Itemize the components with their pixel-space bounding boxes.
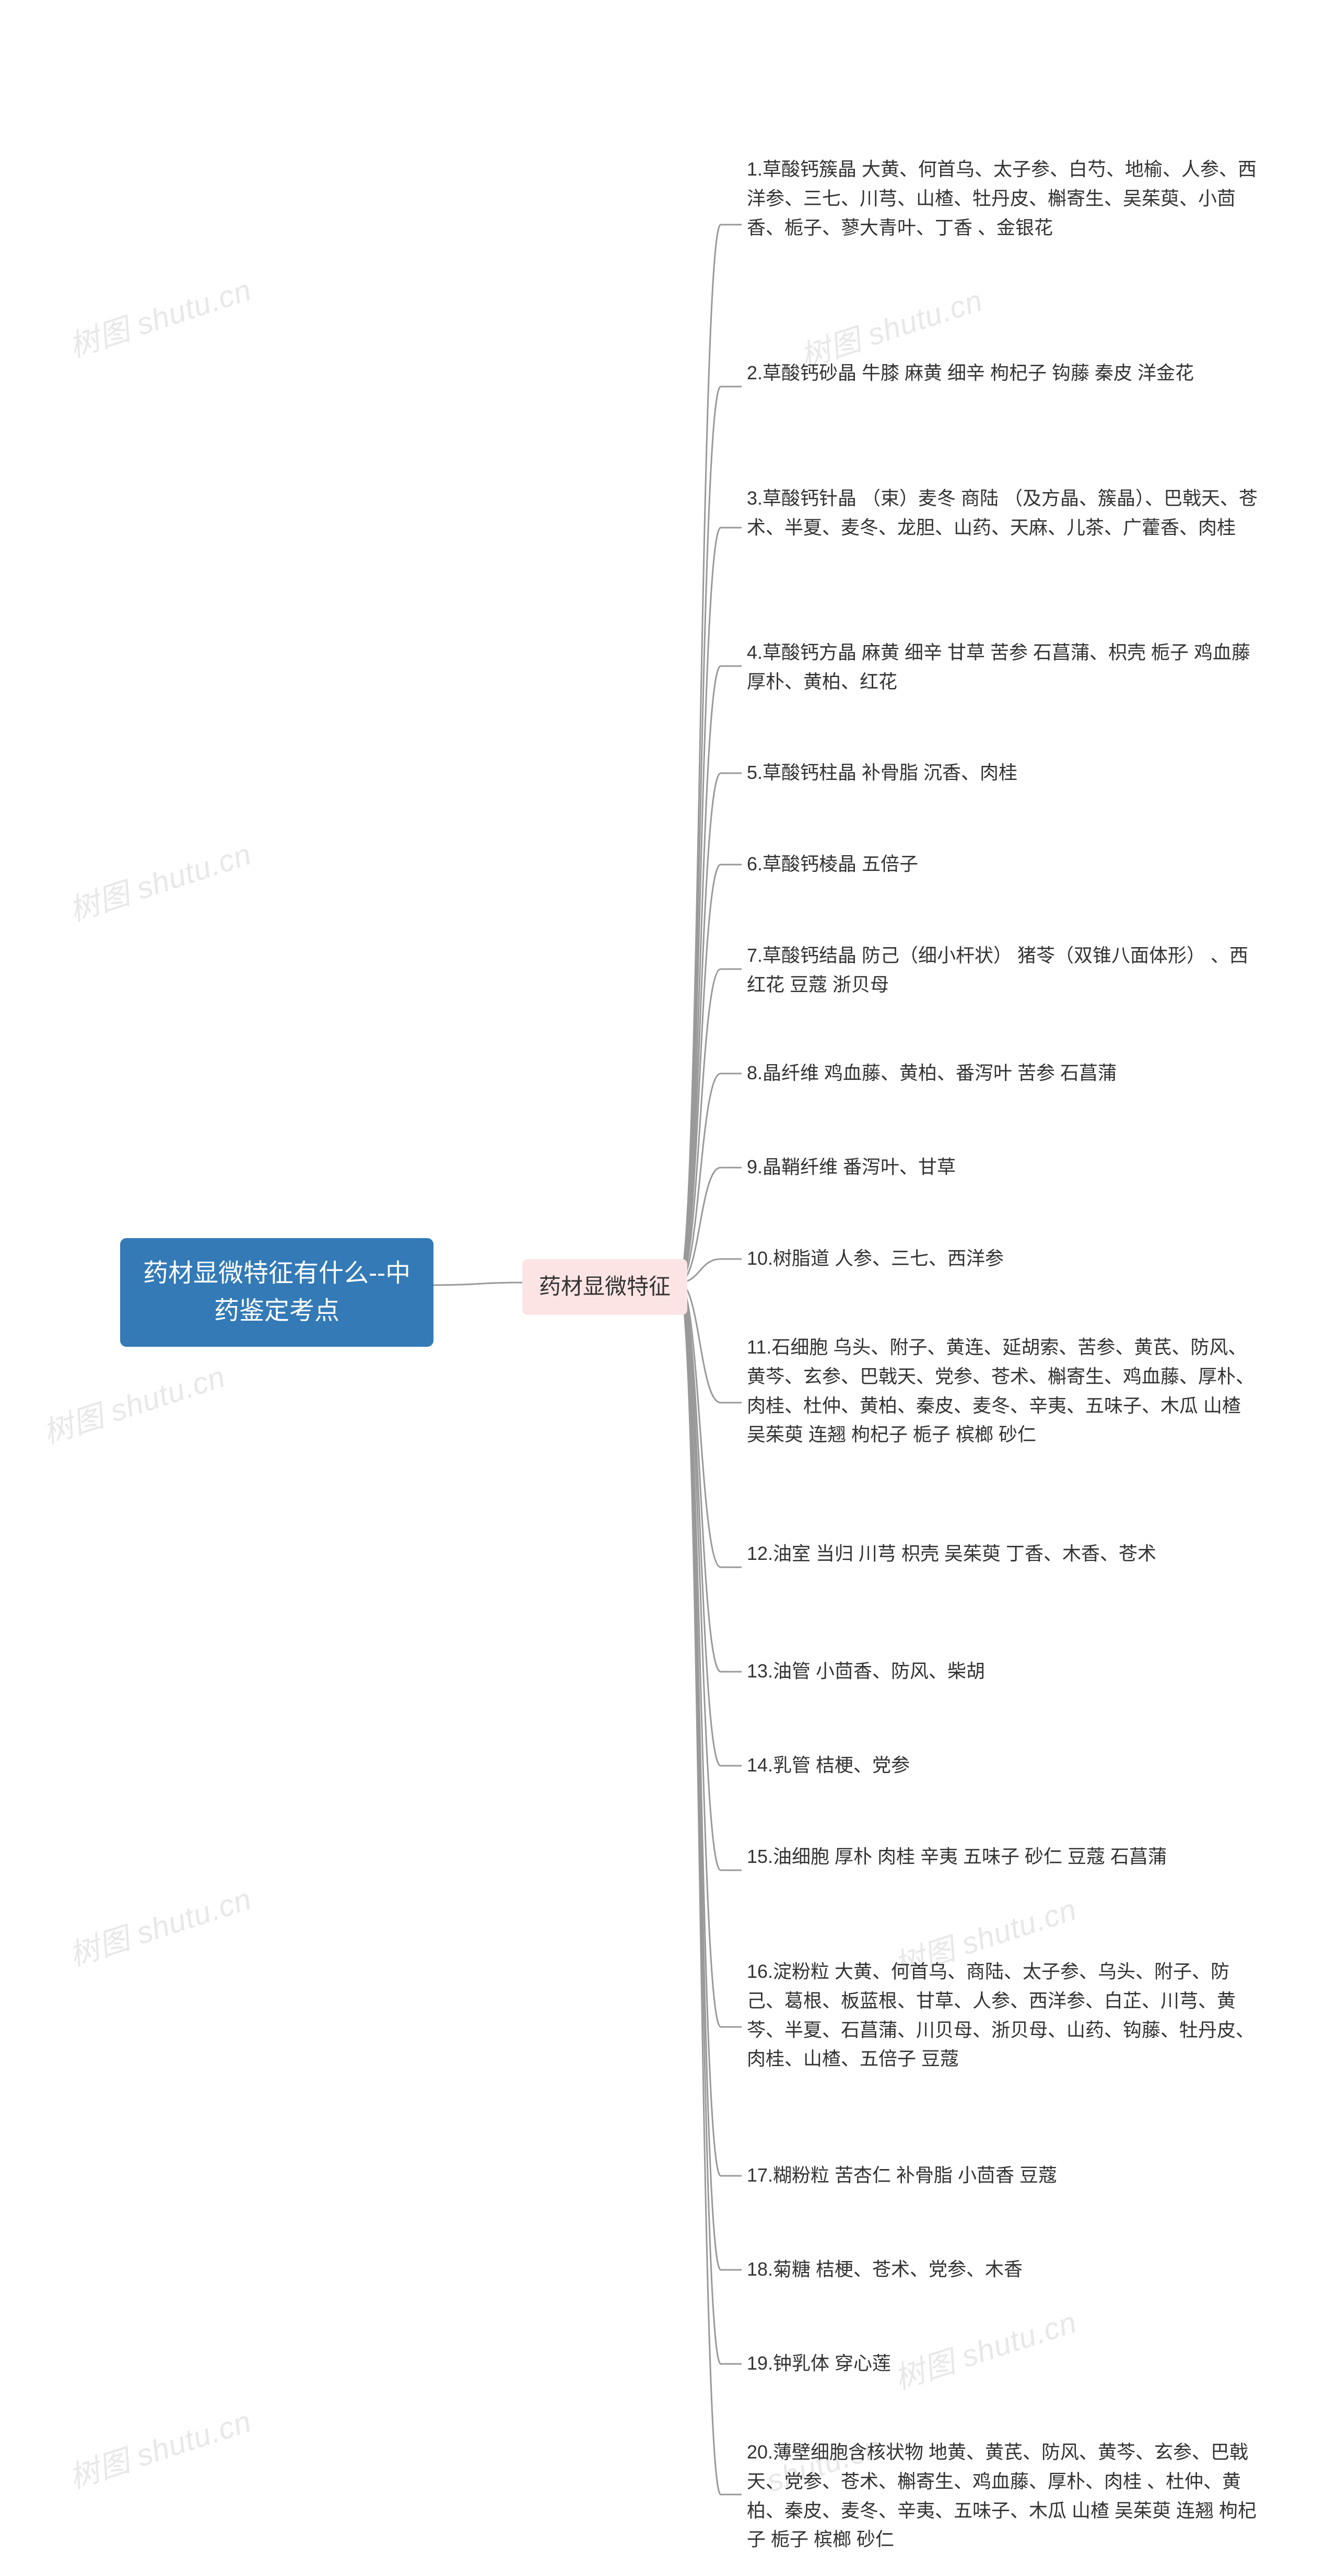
leaf-node-text: 19.钟乳体 穿心莲 [747, 2352, 891, 2374]
leaf-node-text: 10.树脂道 人参、三七、西洋参 [747, 1248, 1004, 1269]
leaf-node: 1.草酸钙簇晶 大黄、何首乌、太子参、白芍、地榆、人参、西洋参、三七、川芎、山楂… [747, 151, 1259, 245]
mindmap-canvas: 树图 shutu.cn树图 shutu.cn树图 shutu.cnshutu.c… [0, 0, 1337, 2576]
leaf-node: 3.草酸钙针晶 （束）麦冬 商陆 （及方晶、簇晶）、巴戟天、苍术、半夏、麦冬、龙… [747, 481, 1259, 545]
leaf-node-text: 4.草酸钙方晶 麻黄 细辛 甘草 苦参 石菖蒲、枳壳 栀子 鸡血藤 厚朴、黄柏、… [747, 642, 1250, 692]
leaf-node: 15.油细胞 厚朴 肉桂 辛夷 五味子 砂仁 豆蔻 石菖蒲 [747, 1839, 1259, 1874]
leaf-node-text: 13.油管 小茴香、防风、柴胡 [747, 1660, 985, 1682]
leaf-node: 19.钟乳体 穿心莲 [747, 2346, 1259, 2381]
leaf-node-text: 5.草酸钙柱晶 补骨脂 沉香、肉桂 [747, 762, 1017, 783]
leaf-node: 7.草酸钙结晶 防己（细小杆状） 猪苓（双锥八面体形） 、西红花 豆蔻 浙贝母 [747, 938, 1259, 1003]
leaf-node: 9.晶鞘纤维 番泻叶、甘草 [747, 1149, 1259, 1185]
leaf-node-text: 12.油室 当归 川芎 枳壳 吴茱萸 丁香、木香、苍术 [747, 1543, 1156, 1564]
leaf-node: 5.草酸钙柱晶 补骨脂 沉香、肉桂 [747, 755, 1259, 790]
leaf-node: 13.油管 小茴香、防风、柴胡 [747, 1653, 1259, 1689]
leaf-node-text: 1.草酸钙簇晶 大黄、何首乌、太子参、白芍、地榆、人参、西洋参、三七、川芎、山楂… [747, 158, 1257, 238]
leaf-node: 6.草酸钙棱晶 五倍子 [747, 846, 1259, 882]
leaf-node-text: 9.晶鞘纤维 番泻叶、甘草 [747, 1156, 956, 1178]
leaf-node: 2.草酸钙砂晶 牛膝 麻黄 细辛 枸杞子 钩藤 秦皮 洋金花 [747, 355, 1259, 391]
leaf-node-text: 3.草酸钙针晶 （束）麦冬 商陆 （及方晶、簇晶）、巴戟天、苍术、半夏、麦冬、龙… [747, 487, 1258, 538]
watermark: 树图 shutu.cn [63, 265, 256, 366]
root-node-text: 药材显微特征有什么--中药鉴定考点 [143, 1260, 411, 1325]
leaf-node-text: 6.草酸钙棱晶 五倍子 [747, 853, 918, 875]
mid-node: 药材显微特征 [522, 1259, 687, 1315]
watermark: 树图 shutu.cn [63, 1874, 256, 1975]
root-node: 药材显微特征有什么--中药鉴定考点 [120, 1238, 433, 1347]
leaf-node-text: 11.石细胞 乌头、附子、黄连、延胡索、苦参、黄芪、防风、黄芩、玄参、巴戟天、党… [747, 1336, 1254, 1445]
leaf-node: 12.油室 当归 川芎 枳壳 吴茱萸 丁香、木香、苍术 [747, 1536, 1259, 1571]
leaf-node: 20.薄壁细胞含核状物 地黄、黄芪、防风、黄芩、玄参、巴戟天、党参、苍术、槲寄生… [747, 2434, 1259, 2557]
watermark: 树图 shutu.cn [37, 1352, 230, 1452]
leaf-node-text: 17.糊粉粒 苦杏仁 补骨脂 小茴香 豆蔻 [747, 2164, 1057, 2186]
leaf-node-text: 18.菊糖 桔梗、苍术、党参、木香 [747, 2258, 1023, 2280]
mid-node-text: 药材显微特征 [539, 1274, 671, 1299]
watermark: 树图 shutu.cn [63, 830, 256, 930]
leaf-node: 14.乳管 桔梗、党参 [747, 1747, 1259, 1783]
watermark: 树图 shutu.cn [63, 2397, 256, 2497]
leaf-node: 16.淀粉粒 大黄、何首乌、商陆、太子参、乌头、附子、防己、葛根、板蓝根、甘草、… [747, 1954, 1259, 2077]
leaf-node-text: 14.乳管 桔梗、党参 [747, 1754, 910, 1776]
leaf-node-text: 7.草酸钙结晶 防己（细小杆状） 猪苓（双锥八面体形） 、西红花 豆蔻 浙贝母 [747, 945, 1248, 995]
leaf-node: 17.糊粉粒 苦杏仁 补骨脂 小茴香 豆蔻 [747, 2158, 1259, 2193]
leaf-node-text: 15.油细胞 厚朴 肉桂 辛夷 五味子 砂仁 豆蔻 石菖蒲 [747, 1846, 1167, 1867]
leaf-node: 18.菊糖 桔梗、苍术、党参、木香 [747, 2252, 1259, 2287]
leaf-node-text: 16.淀粉粒 大黄、何首乌、商陆、太子参、乌头、附子、防己、葛根、板蓝根、甘草、… [747, 1961, 1254, 2069]
leaf-node-text: 2.草酸钙砂晶 牛膝 麻黄 细辛 枸杞子 钩藤 秦皮 洋金花 [747, 362, 1194, 383]
leaf-node-text: 8.晶纤维 鸡血藤、黄柏、番泻叶 苦参 石菖蒲 [747, 1062, 1117, 1083]
leaf-node: 8.晶纤维 鸡血藤、黄柏、番泻叶 苦参 石菖蒲 [747, 1055, 1259, 1091]
leaf-node: 4.草酸钙方晶 麻黄 细辛 甘草 苦参 石菖蒲、枳壳 栀子 鸡血藤 厚朴、黄柏、… [747, 635, 1259, 700]
leaf-node: 10.树脂道 人参、三七、西洋参 [747, 1241, 1259, 1276]
leaf-node: 11.石细胞 乌头、附子、黄连、延胡索、苦参、黄芪、防风、黄芩、玄参、巴戟天、党… [747, 1330, 1259, 1452]
leaf-node-text: 20.薄壁细胞含核状物 地黄、黄芪、防风、黄芩、玄参、巴戟天、党参、苍术、槲寄生… [747, 2441, 1257, 2550]
